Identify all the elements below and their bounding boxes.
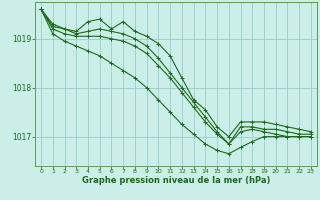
X-axis label: Graphe pression niveau de la mer (hPa): Graphe pression niveau de la mer (hPa) (82, 176, 270, 185)
